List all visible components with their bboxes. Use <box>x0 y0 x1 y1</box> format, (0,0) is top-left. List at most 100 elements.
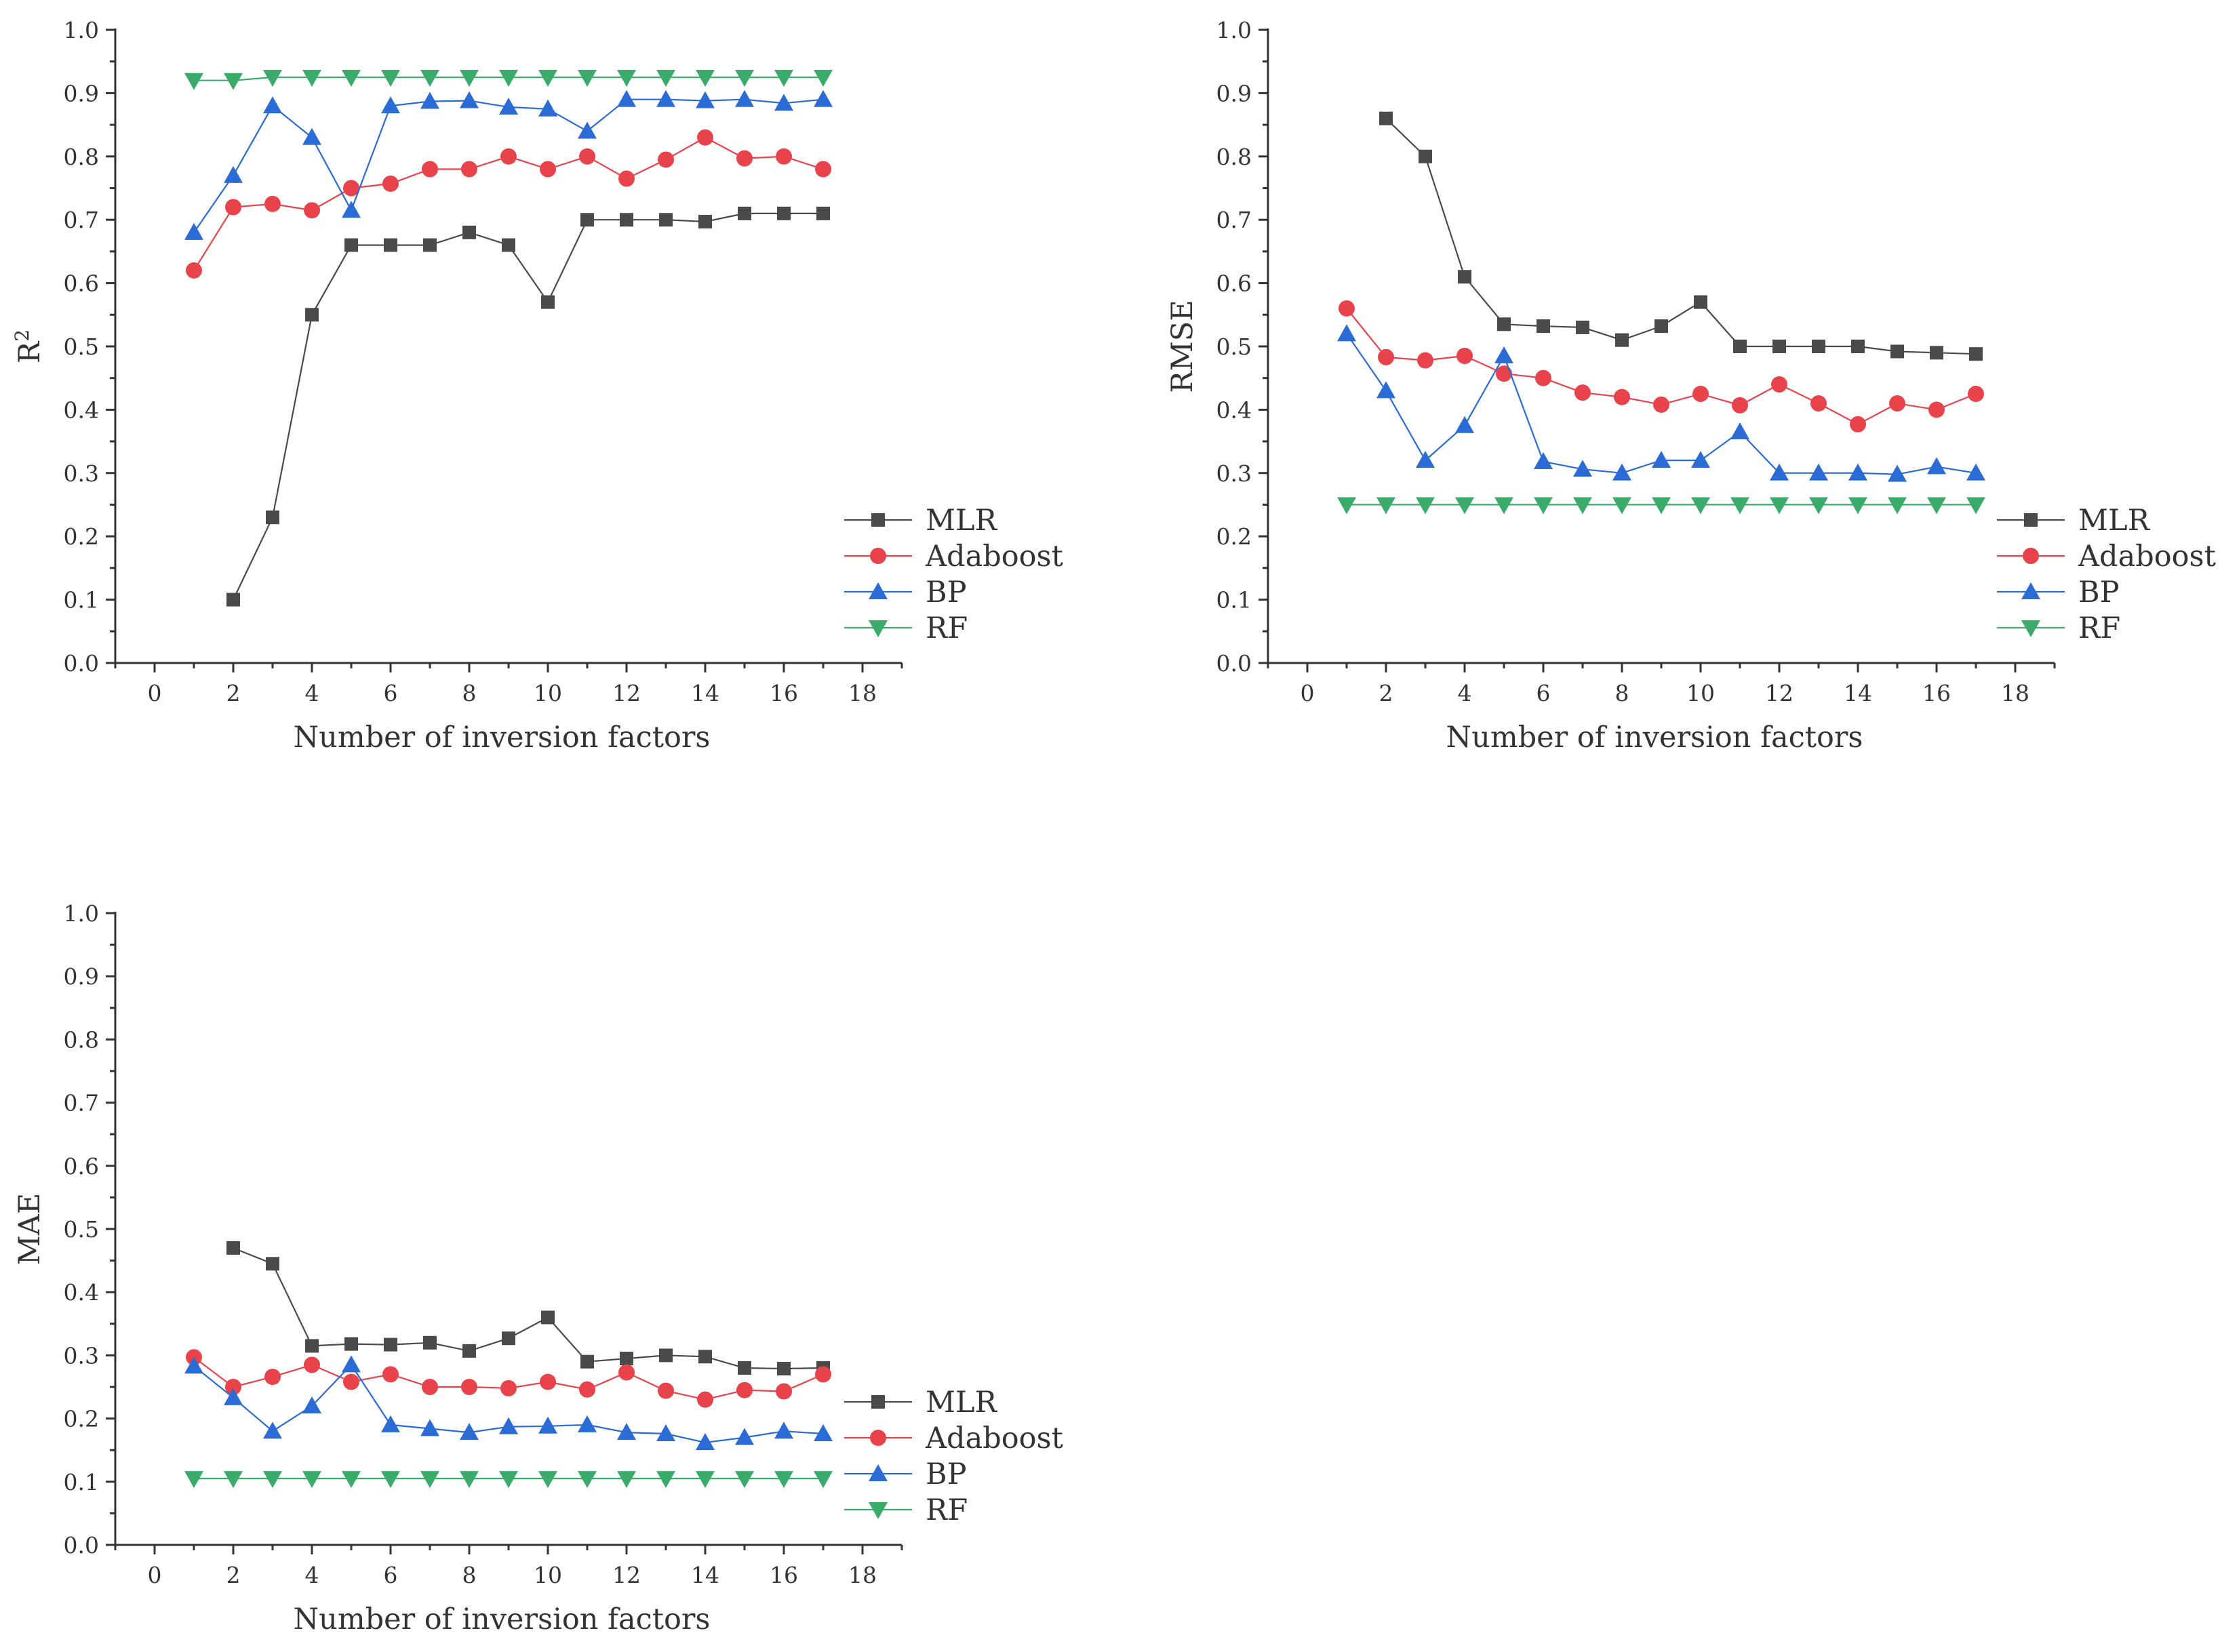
y-tick-label: 1.0 <box>64 900 99 927</box>
data-point-mlr <box>659 1348 673 1363</box>
y-tick-label: 0.7 <box>64 207 99 233</box>
data-point-bp <box>617 1423 636 1441</box>
y-axis-title: RMSE <box>1166 300 1200 392</box>
data-point-bp <box>224 165 243 183</box>
data-point-bp <box>1888 464 1907 482</box>
x-tick-label: 6 <box>384 1562 398 1588</box>
data-point-rf <box>381 70 400 87</box>
data-point-mlr <box>541 295 555 309</box>
data-point-bp <box>814 89 833 107</box>
data-point-bp <box>617 89 636 107</box>
data-point-rf <box>224 73 243 90</box>
data-point-rf <box>774 1471 793 1489</box>
data-point-rf <box>263 1471 282 1489</box>
data-point-rf <box>656 70 675 87</box>
data-point-adaboost <box>815 161 831 178</box>
data-point-adaboost <box>1535 369 1551 386</box>
data-point-adaboost <box>776 1383 792 1400</box>
y-tick-label: 0.4 <box>64 397 99 423</box>
data-point-mlr <box>580 213 594 227</box>
data-point-bp <box>224 1388 243 1405</box>
data-point-mlr <box>659 213 673 227</box>
data-point-bp <box>302 127 321 145</box>
x-axis-title: Number of inversion factors <box>294 1603 711 1636</box>
legend-marker-mlr <box>871 513 885 527</box>
legend-marker-adaboost <box>870 548 886 564</box>
data-point-bp <box>263 1422 282 1439</box>
data-point-bp <box>460 1423 479 1441</box>
data-point-mlr <box>698 215 712 229</box>
x-tick-label: 2 <box>226 680 241 706</box>
data-point-bp <box>814 1424 833 1441</box>
data-point-bp <box>656 89 675 107</box>
data-point-bp <box>499 97 518 115</box>
data-point-rf <box>1691 497 1710 515</box>
legend-label-bp: BP <box>926 576 967 609</box>
data-point-mlr <box>1733 340 1747 353</box>
data-point-mlr <box>777 1361 791 1375</box>
data-point-mlr <box>816 206 830 220</box>
y-tick-label: 0.8 <box>64 1026 99 1053</box>
data-point-adaboost <box>304 1356 320 1373</box>
data-point-bp <box>302 1396 321 1413</box>
data-point-rf <box>774 70 793 87</box>
data-point-bp <box>499 1417 518 1434</box>
x-tick-label: 6 <box>384 680 398 706</box>
data-point-mlr <box>1694 295 1707 309</box>
data-point-mlr <box>620 1352 633 1366</box>
data-point-rf <box>578 70 597 87</box>
y-tick-label: 0.0 <box>1216 650 1252 677</box>
data-point-rf <box>814 1471 833 1489</box>
data-point-mlr <box>620 213 633 227</box>
data-point-rf <box>460 1471 479 1489</box>
legend-label-rf: RF <box>926 1493 968 1527</box>
data-point-mlr <box>502 238 515 252</box>
data-point-mlr <box>423 238 437 252</box>
data-point-rf <box>342 70 361 87</box>
x-tick-label: 0 <box>148 1562 162 1588</box>
y-tick-label: 0.0 <box>64 650 99 677</box>
y-tick-label: 0.1 <box>64 1469 99 1495</box>
data-point-mlr <box>698 1350 712 1364</box>
legend-marker-adaboost <box>2023 548 2039 564</box>
legend-label-mlr: MLR <box>2078 504 2151 538</box>
legend-label-rf: RF <box>2078 611 2120 645</box>
y-tick-label: 0.5 <box>64 334 99 360</box>
data-point-mlr <box>1772 340 1786 353</box>
data-point-rf <box>617 1471 636 1489</box>
x-tick-label: 10 <box>534 1562 562 1588</box>
data-point-rf <box>814 70 833 87</box>
y-tick-label: 0.6 <box>64 270 99 297</box>
data-point-adaboost <box>1417 352 1433 369</box>
x-tick-label: 16 <box>1922 680 1951 706</box>
x-tick-label: 10 <box>1686 680 1715 706</box>
data-point-adaboost <box>579 148 595 165</box>
data-point-adaboost <box>461 1379 477 1395</box>
data-point-adaboost <box>264 1369 281 1386</box>
data-point-bp <box>1376 381 1395 399</box>
data-point-mlr <box>226 592 240 607</box>
series-line-mlr <box>1385 118 1977 355</box>
data-point-rf <box>1612 497 1631 515</box>
data-point-adaboost <box>264 195 281 212</box>
data-point-adaboost <box>697 129 713 146</box>
data-point-bp <box>342 201 361 218</box>
data-point-bp <box>656 1424 675 1441</box>
y-tick-label: 0.3 <box>1216 460 1252 487</box>
data-point-rf <box>1573 497 1592 515</box>
legend-marker-bp <box>869 1464 888 1481</box>
data-point-bp <box>735 89 754 107</box>
data-point-adaboost <box>382 175 399 192</box>
data-point-adaboost <box>461 161 477 178</box>
series-line-bp <box>193 98 824 233</box>
legend-marker-bp <box>869 582 888 599</box>
data-point-rf <box>381 1471 400 1489</box>
data-point-rf <box>578 1471 597 1489</box>
data-point-mlr <box>1419 149 1432 163</box>
data-point-bp <box>774 94 793 111</box>
x-tick-label: 12 <box>612 680 641 706</box>
data-point-bp <box>696 91 715 108</box>
y-tick-label: 1.0 <box>1216 17 1252 43</box>
